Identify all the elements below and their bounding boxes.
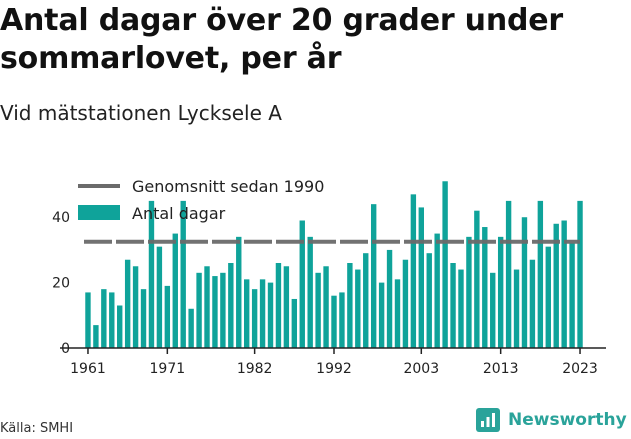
bar bbox=[156, 246, 163, 348]
bar bbox=[553, 223, 559, 348]
bar bbox=[569, 243, 575, 348]
bar bbox=[466, 236, 472, 348]
bar bbox=[355, 269, 361, 348]
y-tick-label: 0 bbox=[61, 341, 70, 357]
bar bbox=[402, 259, 409, 348]
bar bbox=[521, 217, 528, 348]
bar bbox=[172, 233, 178, 348]
bar bbox=[315, 272, 321, 348]
bar bbox=[497, 236, 504, 348]
bar bbox=[537, 200, 544, 348]
bar bbox=[434, 233, 440, 348]
bar bbox=[410, 194, 417, 348]
bar bbox=[93, 325, 99, 348]
bar bbox=[347, 263, 353, 348]
y-tick-label: 40 bbox=[52, 210, 70, 226]
bar bbox=[196, 272, 202, 348]
bar bbox=[188, 308, 194, 348]
bar bbox=[85, 292, 91, 348]
bar bbox=[259, 279, 266, 348]
bar bbox=[124, 259, 131, 348]
source-note: Källa: SMHI bbox=[0, 421, 74, 436]
bar bbox=[331, 295, 337, 348]
bar bbox=[228, 263, 234, 348]
bar bbox=[545, 246, 551, 348]
bar bbox=[307, 236, 313, 348]
bar bbox=[283, 266, 290, 348]
bar bbox=[323, 266, 329, 348]
legend-average-label: Genomsnitt sedan 1990 bbox=[132, 177, 324, 196]
bar bbox=[164, 285, 171, 348]
bar bbox=[244, 279, 250, 348]
bar bbox=[275, 263, 282, 348]
bar bbox=[101, 289, 107, 348]
bar bbox=[490, 272, 496, 348]
legend-bar-swatch bbox=[78, 205, 120, 220]
bar bbox=[267, 282, 274, 348]
bar bbox=[505, 200, 512, 348]
legend-bar-label: Antal dagar bbox=[132, 204, 226, 223]
bar bbox=[363, 253, 369, 348]
chart-logo-icon bbox=[476, 408, 500, 432]
legend: Genomsnitt sedan 1990 Antal dagar bbox=[78, 177, 324, 223]
y-tick-label: 20 bbox=[52, 276, 70, 292]
bar bbox=[148, 200, 155, 348]
bar bbox=[513, 269, 520, 348]
x-tick-label: 2003 bbox=[403, 361, 439, 377]
x-tick-label: 1961 bbox=[70, 361, 106, 377]
bar bbox=[378, 282, 385, 348]
x-tick-label: 2023 bbox=[562, 361, 598, 377]
bar bbox=[291, 298, 298, 348]
bar bbox=[204, 266, 210, 348]
bar bbox=[394, 279, 401, 348]
bar bbox=[458, 269, 464, 348]
bar bbox=[474, 210, 480, 348]
brand-name: Newsworthy bbox=[508, 410, 627, 430]
bar bbox=[109, 292, 115, 348]
bar bbox=[370, 204, 377, 348]
x-tick-label: 2013 bbox=[483, 361, 519, 377]
brand-logo: Newsworthy bbox=[476, 408, 627, 432]
bar bbox=[482, 227, 488, 348]
bar bbox=[426, 253, 432, 348]
bar bbox=[117, 305, 123, 348]
bar bbox=[212, 276, 218, 348]
chart-title: Antal dagar över 20 grader under sommarl… bbox=[0, 3, 564, 76]
bar bbox=[386, 249, 393, 348]
bar bbox=[251, 289, 258, 348]
bar bbox=[220, 272, 226, 348]
x-axis: 1961 1971 1982 1992 2003 2013 2023 bbox=[60, 347, 606, 377]
chart-subtitle: Vid mätstationen Lycksele A bbox=[0, 101, 282, 125]
bar bbox=[236, 236, 242, 348]
bar bbox=[339, 292, 345, 348]
bar bbox=[299, 220, 305, 348]
bar bbox=[450, 263, 456, 348]
bar bbox=[180, 200, 186, 348]
bar bbox=[418, 207, 424, 348]
x-tick-label: 1982 bbox=[237, 361, 273, 377]
x-tick-label: 1971 bbox=[150, 361, 186, 377]
bar bbox=[442, 181, 448, 348]
bar bbox=[140, 289, 147, 348]
y-axis: 0 20 40 bbox=[52, 210, 70, 357]
x-tick-label: 1992 bbox=[316, 361, 352, 377]
bar bbox=[561, 220, 567, 348]
bar bbox=[132, 266, 139, 348]
bar bbox=[529, 259, 536, 348]
bar-series bbox=[85, 181, 583, 348]
bar bbox=[577, 200, 583, 348]
